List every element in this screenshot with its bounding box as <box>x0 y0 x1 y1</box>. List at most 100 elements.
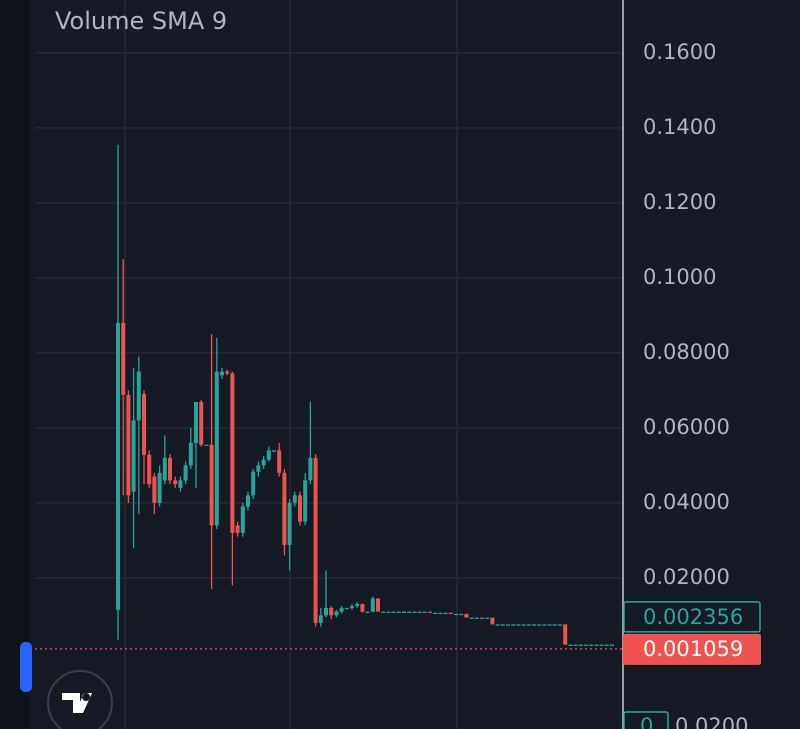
y-tick-label: 0.1400 <box>643 115 716 139</box>
candle-body <box>589 644 594 646</box>
candle-body <box>339 607 344 612</box>
last-price-label: 0.001059 <box>643 637 743 661</box>
candle-body <box>350 606 354 608</box>
y-tick-label: 0.1200 <box>643 190 716 214</box>
candle-body <box>376 598 380 612</box>
candle-body <box>490 617 495 625</box>
candle-body <box>147 454 152 485</box>
candle-body <box>568 644 573 646</box>
candle-body <box>308 457 313 481</box>
sma-label: 0.002356 <box>643 605 743 629</box>
candle-body <box>204 444 209 447</box>
candle-body <box>261 459 266 466</box>
candle-body <box>417 611 422 613</box>
logo <box>62 693 92 713</box>
candle-body <box>292 495 297 503</box>
candle-body <box>480 617 484 619</box>
candle-body <box>116 322 120 610</box>
candle-body <box>230 373 235 533</box>
candle-body <box>407 611 412 613</box>
candle-body <box>433 612 438 615</box>
candle-body <box>168 457 172 481</box>
candle-body <box>298 495 302 522</box>
volume-tick-label: 0.0200 <box>675 714 748 729</box>
candle-body <box>537 624 542 626</box>
candle-body <box>511 624 516 626</box>
candle-body <box>225 371 230 374</box>
candle-body <box>162 457 167 481</box>
candle-body <box>454 613 458 616</box>
candle-body <box>235 525 240 533</box>
candle-body <box>448 612 453 615</box>
candle-body <box>396 611 401 613</box>
chart-title: Volume SMA 9 <box>55 7 227 35</box>
candle-body <box>126 394 131 496</box>
candle-body <box>412 611 417 613</box>
candle-body <box>526 624 531 626</box>
candle-body <box>365 611 370 613</box>
candle-body <box>532 624 536 626</box>
candle-body <box>402 611 406 613</box>
candle-body <box>240 506 245 533</box>
candle-body <box>157 472 162 503</box>
candle-body <box>469 617 474 619</box>
candle-body <box>121 322 126 395</box>
candle-body <box>381 611 386 613</box>
y-axis: 0.02000 0.04000 0.06000 0.08000 0.1000 0.1200… <box>643 40 730 589</box>
candle-body <box>547 624 552 626</box>
last-price-box <box>623 633 761 665</box>
candle-body <box>386 611 391 613</box>
candle-body <box>459 613 464 616</box>
candle-body <box>334 611 339 616</box>
side-tab[interactable] <box>20 642 32 692</box>
y-tick-label: 0.04000 <box>643 490 730 514</box>
y-tick-label: 0.1000 <box>643 265 716 289</box>
candle-body <box>199 402 204 445</box>
candle-body <box>272 450 276 452</box>
candle-body <box>183 465 188 481</box>
candle-body <box>142 394 146 455</box>
candle-body <box>370 598 375 612</box>
candle-body <box>214 371 219 526</box>
price-labels: 0.001059 0.002356 0 0.0200 <box>35 601 761 729</box>
y-tick-label: 0.06000 <box>643 415 730 439</box>
candle-body <box>360 604 365 612</box>
candle-body <box>209 444 214 526</box>
candle-body <box>266 450 271 460</box>
y-tick-label: 0.1600 <box>643 40 716 64</box>
candle-body <box>610 644 614 646</box>
candle-body <box>594 644 599 646</box>
candle-body <box>188 442 193 466</box>
sma-box <box>623 601 761 633</box>
candle-body <box>355 604 360 606</box>
candle-body <box>474 617 479 619</box>
candle-body <box>246 495 250 507</box>
candle-body <box>256 465 261 472</box>
candle-body <box>578 644 583 646</box>
candle-body <box>251 471 256 496</box>
y-tick-label: 0.02000 <box>643 565 730 589</box>
candle-body <box>573 644 578 646</box>
candle-body <box>584 644 588 646</box>
grid <box>35 52 622 579</box>
candle-body <box>131 420 136 492</box>
candle-body <box>438 612 443 615</box>
candle-body <box>313 457 318 623</box>
volume-value-box <box>623 711 669 729</box>
candle-body <box>173 480 178 485</box>
candle-body <box>287 502 292 545</box>
candle-body <box>443 612 448 615</box>
candle-body <box>521 624 526 626</box>
candle-body <box>344 607 349 610</box>
candle-body <box>552 624 557 626</box>
candle-body <box>495 624 500 626</box>
candle-body <box>303 480 308 522</box>
candle-body <box>464 613 469 618</box>
candle-body <box>599 644 604 646</box>
candle-body <box>542 624 547 626</box>
candle-body <box>220 371 224 376</box>
volume-value: 0 <box>640 714 653 729</box>
candle-body <box>329 607 334 616</box>
candle-body <box>152 476 157 503</box>
